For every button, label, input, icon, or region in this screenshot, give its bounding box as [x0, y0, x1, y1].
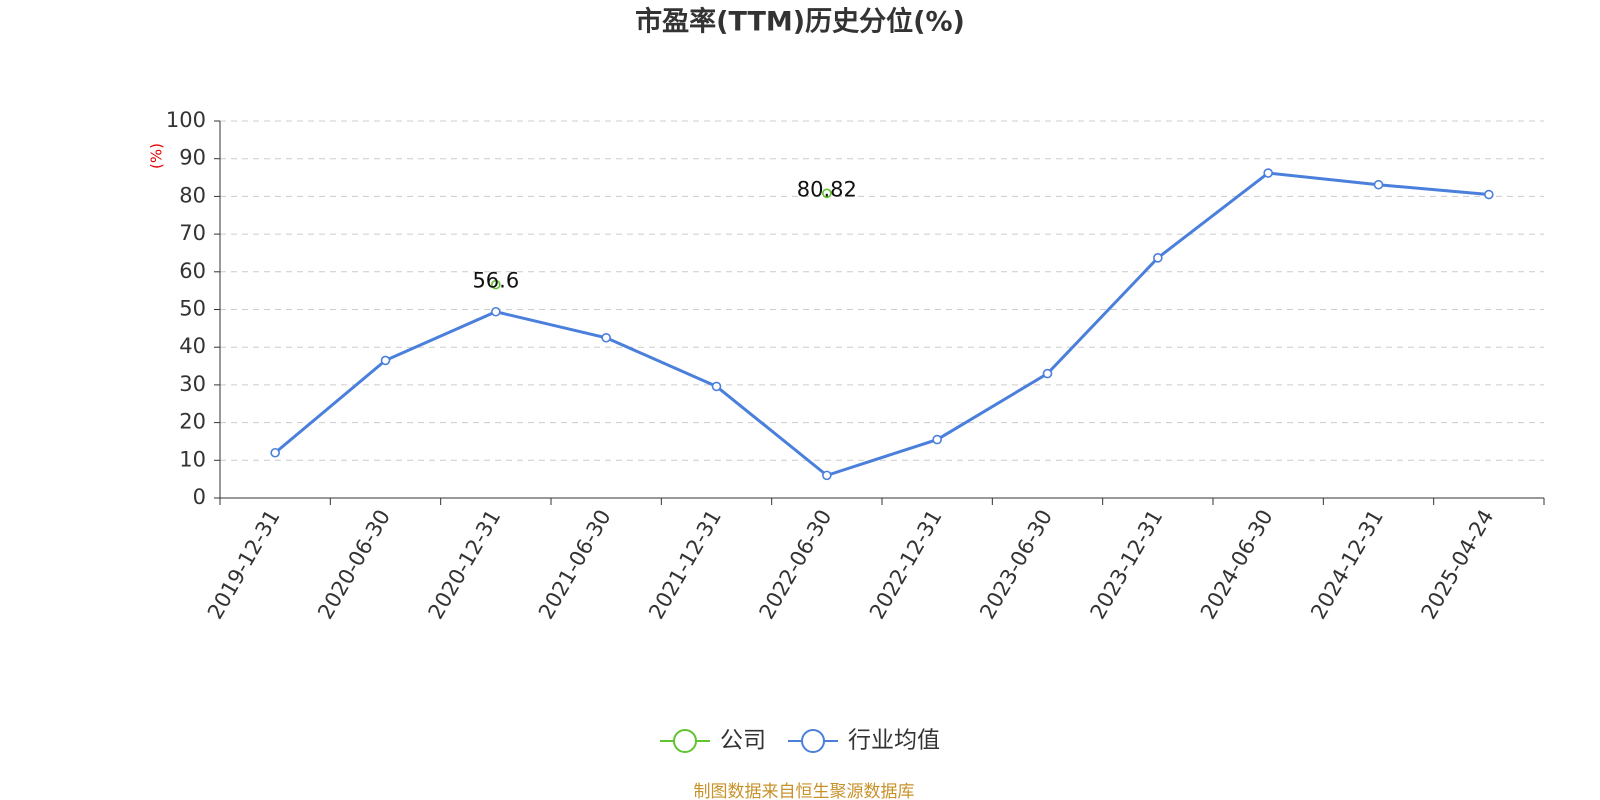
series-line: [274, 171, 1489, 478]
y-tick-label: 20: [179, 410, 206, 434]
x-tick-label: 2024-06-30: [1196, 506, 1278, 624]
data-point: [1042, 368, 1053, 379]
data-point: [932, 434, 942, 445]
y-tick-label: 70: [179, 221, 206, 245]
y-tick-label: 100: [166, 108, 206, 132]
y-tick-label: 50: [179, 297, 206, 321]
y-tick-label: 10: [179, 447, 206, 471]
x-tick-label: 2019-12-31: [203, 506, 285, 624]
x-tick-label: 2022-12-31: [865, 506, 947, 624]
y-tick-label: 0: [193, 485, 206, 509]
y-tick-label: 60: [179, 259, 206, 283]
data-point: [711, 381, 722, 392]
x-tick-label: 2020-06-30: [313, 506, 395, 624]
x-tick-label: 2021-06-30: [534, 506, 616, 624]
data-point: [1373, 179, 1384, 190]
chart-title: 市盈率(TTM)历史分位(%): [635, 6, 965, 38]
data-point: [270, 447, 280, 458]
data-point: [601, 332, 611, 343]
data-point: [822, 188, 832, 199]
data-point: [380, 355, 391, 366]
source-note: 制图数据来自恒生聚源数据库: [694, 782, 915, 800]
data-label: 56.6: [472, 269, 519, 293]
legend-marker: [801, 729, 825, 753]
x-tick-label: 2025-04-24: [1417, 506, 1499, 624]
legend-label[interactable]: 公司: [720, 728, 766, 754]
y-tick-label: 30: [179, 372, 206, 396]
data-point: [1153, 253, 1163, 263]
data-point: [491, 306, 501, 317]
legend-marker: [673, 729, 697, 753]
y-tick-label: 80: [179, 183, 206, 207]
data-point: [822, 470, 832, 481]
x-tick-label: 2023-06-30: [975, 506, 1057, 624]
y-axis-label: (%): [148, 143, 166, 169]
data-point: [1263, 168, 1273, 178]
legend-label[interactable]: 行业均值: [848, 728, 940, 754]
x-tick-label: 2020-12-31: [424, 506, 506, 624]
data-point: [1484, 189, 1494, 200]
x-tick-label: 2023-12-31: [1086, 506, 1168, 624]
y-tick-label: 90: [179, 146, 206, 170]
x-tick-label: 2024-12-31: [1306, 506, 1388, 624]
x-tick-label: 2022-06-30: [755, 506, 837, 624]
y-tick-label: 40: [179, 334, 206, 358]
x-tick-label: 2021-12-31: [644, 506, 726, 624]
data-point: [491, 279, 501, 290]
data-label: 80.82: [797, 177, 857, 201]
